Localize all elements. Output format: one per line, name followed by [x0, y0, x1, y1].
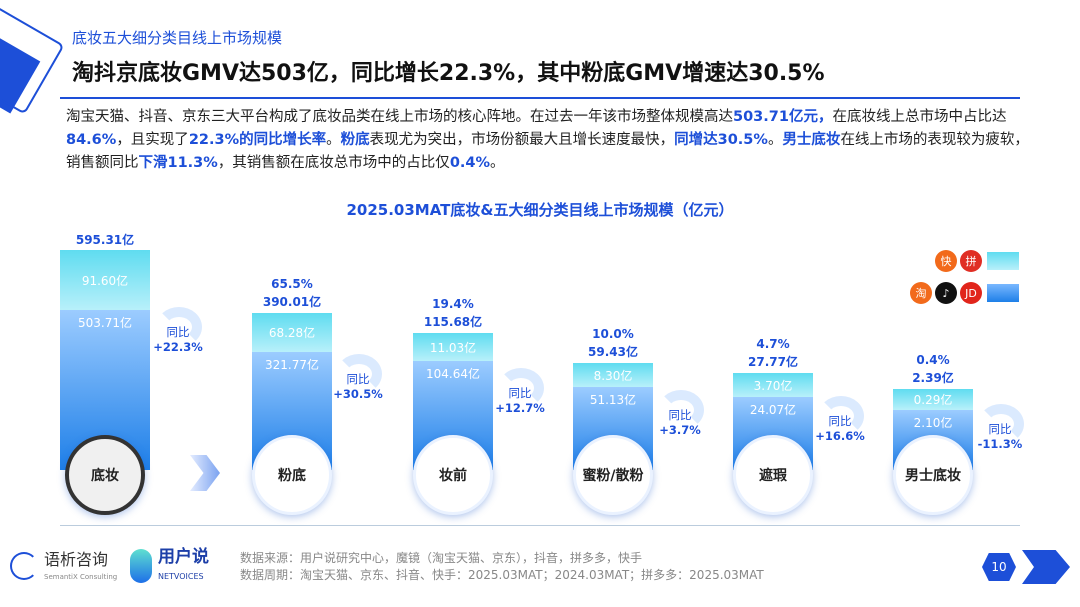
share-label: 10.0% — [592, 327, 634, 341]
total-label: 19.4% 115.68亿 — [403, 295, 503, 331]
total-value: 27.77亿 — [748, 355, 798, 369]
yoy-label: 同比 -11.3% — [972, 422, 1028, 452]
brand2-name: 用户说 — [158, 547, 209, 567]
growth-arrow-icon — [978, 404, 1024, 444]
taobao-icon: 淘 — [910, 282, 932, 304]
highlight-text: 503.71亿元， — [733, 109, 833, 125]
total-value: 59.43亿 — [588, 345, 638, 359]
share-label: 19.4% — [432, 297, 474, 311]
body-text: 淘宝天猫、抖音、京东三大平台构成了底妆品类在线上市场的核心阵地。在过去一年该市场… — [66, 109, 733, 125]
total-value: 115.68亿 — [423, 315, 483, 329]
highlight-text: 0.4% — [449, 155, 491, 171]
pinduoduo-icon: 拼 — [960, 250, 982, 272]
page-title: 淘抖京底妆GMV达503亿，同比增长22.3%，其中粉底GMV增速达30.5% — [72, 61, 825, 86]
kuaishou-icon: 快 — [935, 250, 957, 272]
growth-arrow-icon — [156, 307, 202, 347]
highlight-text: 同增达30.5% — [674, 132, 768, 148]
total-value: 595.31亿 — [75, 233, 135, 247]
bar-segment-other: 11.03亿 — [413, 333, 493, 361]
yoy-label: 同比 +22.3% — [150, 325, 206, 355]
bar-segment-other: 3.70亿 — [733, 373, 813, 397]
highlight-text: 22.3%的同比增长率 — [188, 132, 327, 148]
chevron-right-icon — [190, 455, 220, 491]
growth-arrow-icon — [336, 354, 382, 394]
yoy-value: +12.7% — [495, 401, 545, 415]
page-number: 10 — [982, 553, 1016, 581]
share-label: 4.7% — [756, 337, 790, 351]
data-source: 数据来源：用户说研究中心，魔镜（淘宝天猫、京东），抖音，拼多多，快手 数据周期：… — [240, 550, 764, 584]
yoy-caption: 同比 — [508, 386, 532, 400]
total-label: 4.7% 27.77亿 — [723, 335, 823, 371]
total-label: 65.5% 390.01亿 — [242, 275, 342, 311]
body-text: ，其销售额在底妆总市场中的占比仅 — [217, 155, 450, 171]
highlight-text: 下滑11.3% — [138, 155, 218, 171]
yoy-caption: 同比 — [828, 414, 852, 428]
category-label-3: 蜜粉/散粉 — [573, 435, 653, 515]
jd-icon: JD — [960, 282, 982, 304]
category-label-2: 妆前 — [413, 435, 493, 515]
total-label: 595.31亿 — [55, 231, 155, 249]
category-label-5: 男士底妆 — [893, 435, 973, 515]
yoy-value: +16.6% — [815, 429, 865, 443]
chart-title: 2025.03MAT底妆&五大细分类目线上市场规模（亿元） — [346, 201, 734, 219]
yoy-value: +22.3% — [153, 340, 203, 354]
yoy-caption: 同比 — [988, 422, 1012, 436]
yoy-value: +3.7% — [659, 423, 701, 437]
brand1-en: SemantiX Consulting — [44, 573, 118, 581]
bar-segment-other: 91.60亿 — [60, 250, 150, 310]
bar-segment-other: 68.28亿 — [252, 313, 332, 352]
body-text: 。 — [326, 132, 341, 148]
title-divider — [60, 97, 1020, 99]
legend-swatch — [987, 284, 1019, 302]
share-label: 0.4% — [916, 353, 950, 367]
total-label: 10.0% 59.43亿 — [563, 325, 663, 361]
highlight-text: 粉底 — [340, 132, 370, 148]
body-text: 。 — [490, 155, 505, 171]
body-text: 。 — [767, 132, 783, 148]
next-page-arrow-icon — [1022, 550, 1070, 584]
category-label-4: 遮瑕 — [733, 435, 813, 515]
period-line: 数据周期：淘宝天猫、京东、抖音、快手：2025.03MAT；2024.03MAT… — [240, 568, 764, 582]
yoy-label: 同比 +3.7% — [652, 408, 708, 438]
yoy-value: -11.3% — [977, 437, 1023, 451]
body-text: 在线上市场的表现较为疲软，销售额同比 — [66, 132, 1029, 171]
body-text: 在底妆线上总市场中占比达 — [832, 109, 1007, 125]
growth-arrow-icon — [658, 390, 704, 430]
section-subtitle: 底妆五大细分类目线上市场规模 — [72, 29, 283, 47]
yoy-caption: 同比 — [166, 325, 190, 339]
bar-segment-other: 8.30亿 — [573, 363, 653, 387]
bar-segment-other: 0.29亿 — [893, 389, 973, 410]
total-value: 2.39亿 — [912, 371, 954, 385]
yoy-label: 同比 +12.7% — [492, 386, 548, 416]
body-text: ，且实现了 — [116, 132, 189, 148]
yoy-label: 同比 +16.6% — [812, 414, 868, 444]
summary-paragraph: 淘宝天猫、抖音、京东三大平台构成了底妆品类在线上市场的核心阵地。在过去一年该市场… — [66, 106, 1031, 175]
growth-arrow-icon — [498, 368, 544, 408]
corner-decoration-outline — [0, 5, 65, 115]
category-label-1: 粉底 — [252, 435, 332, 515]
douyin-icon: ♪ — [935, 282, 957, 304]
brand2-en: NETVOICES — [158, 572, 204, 581]
chart-baseline — [60, 525, 1020, 526]
total-label: 0.4% 2.39亿 — [883, 351, 983, 387]
share-label: 65.5% — [271, 277, 313, 291]
category-label-0: 底妆 — [65, 435, 145, 515]
source-line: 数据来源：用户说研究中心，魔镜（淘宝天猫、京东），抖音，拼多多，快手 — [240, 551, 643, 565]
total-value: 390.01亿 — [262, 295, 322, 309]
brand1-name: 语析咨询 — [44, 550, 109, 569]
body-text: 表现尤为突出，市场份额最大且增长速度最快， — [369, 132, 675, 148]
yoy-caption: 同比 — [346, 372, 370, 386]
yoy-label: 同比 +30.5% — [330, 372, 386, 402]
yoy-caption: 同比 — [668, 408, 692, 422]
yoy-value: +30.5% — [333, 387, 383, 401]
growth-arrow-icon — [818, 396, 864, 436]
highlight-text: 84.6% — [66, 132, 117, 148]
highlight-text: 男士底妆 — [782, 132, 841, 148]
legend-swatch — [987, 252, 1019, 270]
